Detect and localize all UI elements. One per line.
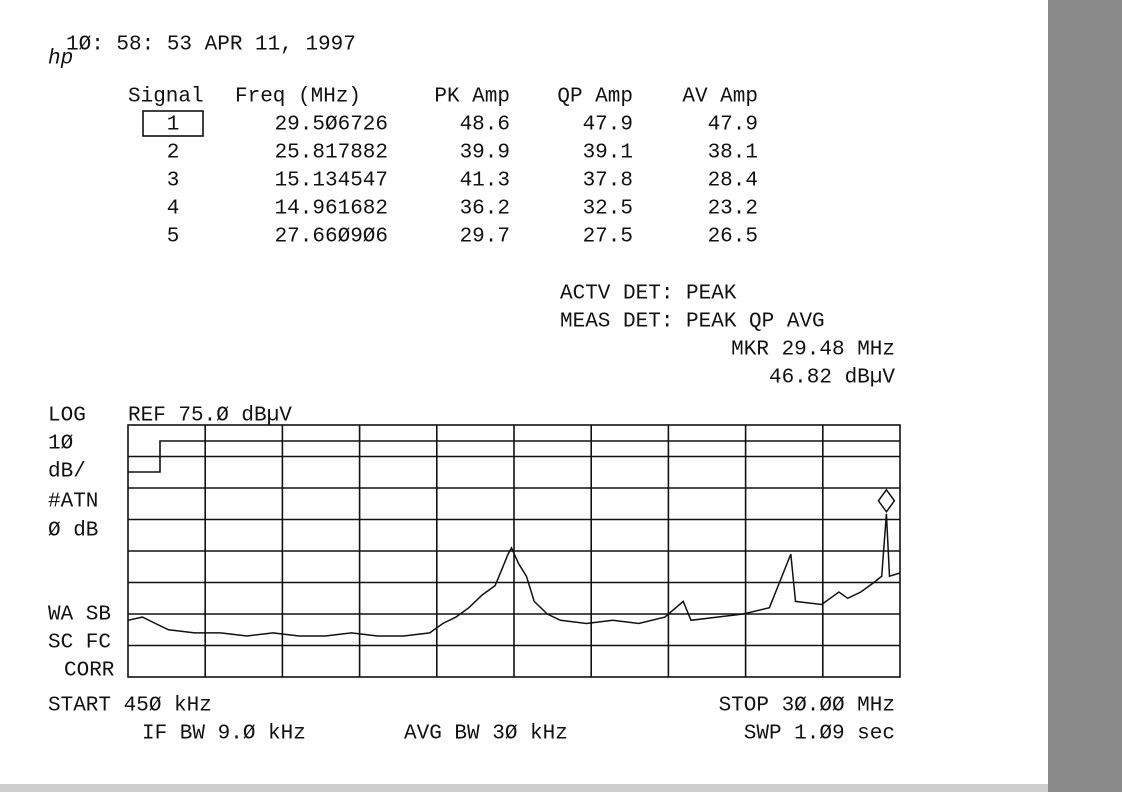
side-label: dB/ bbox=[48, 461, 86, 484]
display-line bbox=[128, 440, 900, 473]
avg-bw: AVG BW 3Ø kHz bbox=[404, 723, 568, 746]
if-bw: IF BW 9.Ø kHz bbox=[142, 723, 306, 746]
table-cell: 48.6 bbox=[460, 114, 510, 137]
ref-level: REF 75.Ø dBµV bbox=[128, 405, 292, 428]
scan-edge bbox=[1048, 0, 1122, 792]
table-cell: 25.817882 bbox=[275, 142, 388, 165]
side-labels: LOG 1Ø dB/ #ATN Ø dB WA SB SC FC CORR bbox=[48, 405, 115, 683]
sweep: SWP 1.Ø9 sec bbox=[744, 723, 895, 746]
column-header: Freq (MHz) bbox=[235, 86, 361, 109]
table-cell: 15.134547 bbox=[275, 170, 388, 193]
start: START 45Ø kHz bbox=[48, 695, 212, 718]
table-cell: 14.961682 bbox=[275, 198, 388, 221]
logo: hp bbox=[48, 48, 73, 71]
table-cell: 39.9 bbox=[460, 142, 510, 165]
table-cell: 27.66Ø9Ø6 bbox=[275, 226, 388, 249]
table-cell: 5 bbox=[167, 226, 180, 249]
table-cell: 36.2 bbox=[460, 198, 510, 221]
marker bbox=[877, 488, 896, 514]
table-cell: 38.1 bbox=[708, 142, 758, 165]
column-header: AV Amp bbox=[682, 86, 758, 109]
table-cell: 3 bbox=[167, 170, 180, 193]
table-cell: 23.2 bbox=[708, 198, 758, 221]
marker-freq: MKR 29.48 MHz bbox=[731, 339, 895, 362]
table-cell: 26.5 bbox=[708, 226, 758, 249]
table-cell: 47.9 bbox=[708, 114, 758, 137]
marker-amp: 46.82 dBµV bbox=[769, 367, 895, 390]
side-label: SC FC bbox=[48, 632, 111, 655]
meas-det: MEAS DET: PEAK QP AVG bbox=[560, 311, 825, 334]
table-cell: 29.5Ø6726 bbox=[275, 114, 388, 137]
table-cell: 39.1 bbox=[583, 142, 633, 165]
signal-table: Signal Freq (MHz) PK Amp QP Amp AV Amp 1 29.5Ø… bbox=[128, 86, 758, 249]
table-cell: 41.3 bbox=[460, 170, 510, 193]
table-cell: 28.4 bbox=[708, 170, 758, 193]
plot bbox=[127, 424, 901, 678]
stop: STOP 3Ø.ØØ MHz bbox=[719, 695, 895, 718]
side-label: Ø dB bbox=[48, 520, 98, 543]
selected-box bbox=[142, 110, 204, 137]
scan-edge-bottom bbox=[0, 784, 1048, 792]
table-cell: 4 bbox=[167, 198, 180, 221]
column-header: Signal bbox=[128, 86, 204, 109]
side-label: WA SB bbox=[48, 604, 111, 627]
table-cell: 27.5 bbox=[583, 226, 633, 249]
table-cell: 47.9 bbox=[583, 114, 633, 137]
table-cell: 2 bbox=[167, 142, 180, 165]
trace bbox=[127, 513, 901, 637]
side-label: LOG bbox=[48, 405, 86, 428]
table-cell: 37.8 bbox=[583, 170, 633, 193]
column-header: QP Amp bbox=[557, 86, 633, 109]
table-cell: 32.5 bbox=[583, 198, 633, 221]
table-cell: 1 bbox=[167, 114, 180, 137]
column-header: PK Amp bbox=[434, 86, 510, 109]
side-label: CORR bbox=[64, 660, 115, 683]
actv-det: ACTV DET: PEAK bbox=[560, 283, 737, 306]
table-cell: 29.7 bbox=[460, 226, 510, 249]
side-label: 1Ø bbox=[48, 433, 73, 456]
timestamp: 1Ø: 58: 53 APR 11, 1997 bbox=[66, 34, 356, 57]
side-label: #ATN bbox=[48, 491, 98, 514]
